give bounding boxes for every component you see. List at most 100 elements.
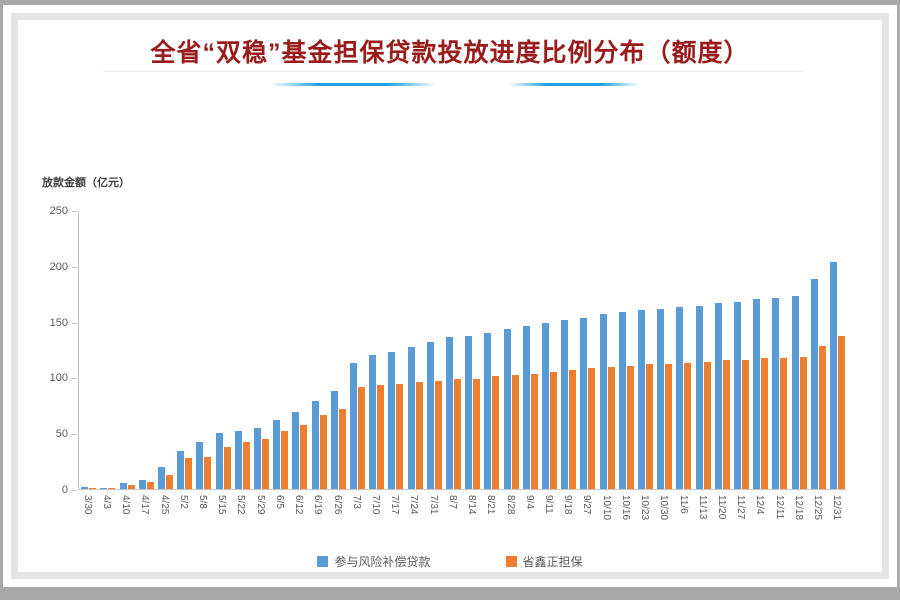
y-tick-label: 200 — [49, 260, 68, 273]
x-tick-label: 6/5 — [273, 495, 285, 509]
bar-series-container — [79, 211, 847, 489]
bar — [484, 332, 492, 489]
bar-group — [117, 211, 136, 489]
x-tick-label: 5/8 — [196, 495, 208, 509]
title-accent-line-left — [270, 83, 437, 86]
bar — [780, 358, 788, 489]
x-tick-label: 6/26 — [331, 495, 343, 515]
bar — [722, 359, 730, 489]
y-tick-mark — [72, 211, 77, 212]
x-tick-label: 11/13 — [696, 495, 708, 520]
bar — [645, 364, 653, 489]
bar-group — [809, 211, 828, 489]
bar-group — [501, 211, 520, 489]
bar — [119, 483, 127, 489]
x-tick-label: 9/11 — [543, 495, 554, 514]
bar-group — [540, 211, 559, 489]
y-tick-label: 50 — [55, 428, 68, 441]
legend-item: 省鑫正担保 — [505, 553, 583, 570]
bar — [530, 374, 538, 489]
x-tick-label: 7/17 — [389, 495, 401, 515]
bar-group — [252, 211, 271, 489]
x-tick-label: 8/21 — [485, 495, 497, 515]
bar — [165, 474, 173, 489]
bar-group — [617, 211, 636, 489]
bar — [223, 446, 231, 489]
y-tick-label: 100 — [49, 372, 68, 385]
bar — [100, 487, 108, 489]
x-tick-label: 9/18 — [562, 495, 574, 515]
bar — [818, 346, 826, 489]
bar — [311, 400, 319, 489]
bar — [319, 415, 327, 489]
x-tick-label: 4/25 — [158, 495, 170, 515]
bar-group — [290, 211, 309, 489]
bar-group — [194, 211, 213, 489]
legend-label: 省鑫正担保 — [522, 555, 583, 569]
bar-group — [79, 211, 98, 489]
x-tick-label: 7/3 — [350, 495, 362, 509]
bar — [242, 442, 250, 489]
bar — [281, 430, 289, 489]
chart-legend: 参与风险补偿贷款 省鑫正担保 — [3, 553, 897, 570]
bar — [377, 385, 385, 489]
bar — [599, 313, 607, 489]
bar — [772, 298, 780, 489]
legend-label: 参与风险补偿贷款 — [334, 555, 431, 569]
x-tick-label: 8/7 — [446, 495, 458, 509]
bar-group — [213, 211, 232, 489]
bar-group — [463, 211, 482, 489]
bar-group — [482, 211, 501, 489]
x-tick-label: 12/31 — [831, 495, 843, 521]
legend-swatch-icon — [317, 556, 329, 567]
x-tick-label: 5/22 — [235, 495, 247, 515]
bar — [453, 378, 461, 489]
bar — [261, 438, 269, 489]
bar — [522, 326, 530, 489]
bar — [626, 366, 634, 489]
bar — [761, 358, 769, 489]
bar-group — [444, 211, 463, 489]
bar — [569, 369, 577, 489]
bar-group — [98, 211, 117, 489]
bar — [830, 262, 838, 489]
legend-item: 参与风险补偿贷款 — [317, 553, 431, 570]
bar — [89, 487, 97, 489]
bar — [253, 427, 261, 489]
bar — [549, 371, 557, 489]
bar — [215, 433, 223, 489]
legend-swatch-icon — [505, 556, 517, 567]
bar — [426, 341, 434, 489]
bar — [473, 378, 481, 489]
bar — [838, 336, 846, 489]
bar — [396, 384, 404, 489]
bar-group — [348, 211, 367, 489]
bar-group — [521, 211, 540, 489]
y-tick-mark — [72, 266, 77, 268]
bar — [357, 387, 365, 489]
x-tick-label: 4/3 — [100, 495, 112, 509]
bar — [415, 381, 423, 489]
title-accent-line-right — [508, 83, 640, 86]
bar — [714, 302, 722, 489]
bar-group — [655, 211, 674, 489]
bar-group — [329, 211, 348, 489]
bar — [177, 451, 185, 489]
bar — [492, 376, 500, 489]
bar — [541, 322, 549, 489]
bar — [185, 457, 193, 489]
bar — [434, 380, 442, 489]
bar — [81, 486, 89, 489]
bar — [234, 430, 242, 489]
bar — [330, 390, 338, 489]
bar — [657, 309, 665, 489]
bar — [580, 318, 588, 489]
plot-area — [78, 211, 847, 490]
y-tick-mark — [72, 434, 77, 436]
x-tick-label: 8/28 — [504, 495, 516, 515]
x-tick-label: 11/6 — [677, 495, 689, 514]
bar-group — [156, 211, 175, 489]
bar — [108, 487, 116, 489]
x-tick-label: 4/10 — [120, 495, 132, 515]
y-tick-label: 250 — [49, 205, 68, 217]
